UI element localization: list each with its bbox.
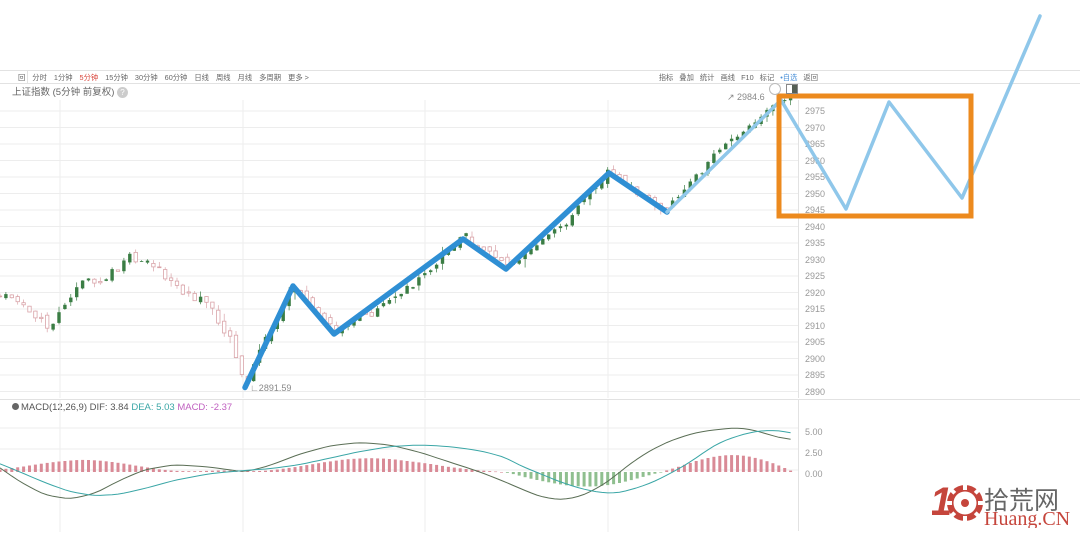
svg-text:Huang.CN: Huang.CN: [984, 508, 1070, 528]
